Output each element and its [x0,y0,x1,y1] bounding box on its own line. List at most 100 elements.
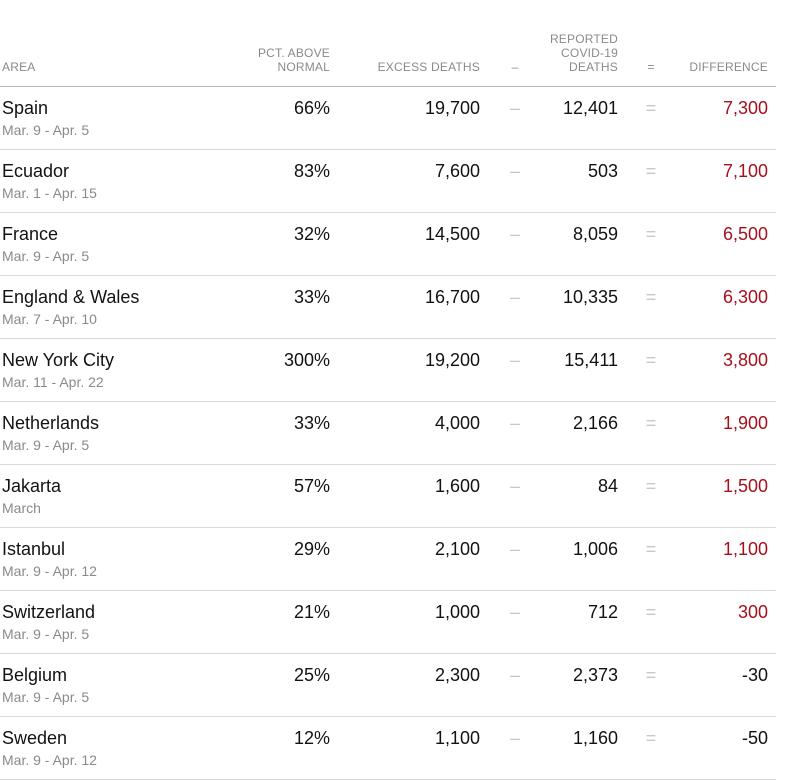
area-name: Jakarta [2,476,62,496]
table-row: Switzerland Mar. 9 - Apr. 5 21% 1,000 – 712 = 3… [0,591,776,654]
header-pct-line2: NORMAL [277,60,330,74]
reported-deaths-value: 503 [587,161,618,181]
area-name: Ecuador [2,161,70,181]
minus-symbol: – [509,476,520,496]
table-row: Netherlands Mar. 9 - Apr. 5 33% 4,000 – 2,166… [0,402,776,465]
difference-value: 1,100 [722,539,768,559]
minus-symbol: – [509,98,520,118]
pct-above-normal-value: 57% [293,476,330,496]
area-name: New York City [2,350,115,370]
excess-deaths-value: 2,300 [434,665,480,685]
pct-above-normal-value: 33% [293,287,330,307]
equals-symbol: = [645,413,657,433]
equals-symbol: = [645,539,657,559]
minus-symbol: – [509,602,520,622]
reported-deaths-value: 712 [587,602,618,622]
pct-above-normal-value: 29% [293,539,330,559]
equals-symbol: = [645,98,657,118]
header-pct-line1: PCT. ABOVE [257,46,330,60]
excess-deaths-value: 1,100 [434,728,480,748]
header-minus-symbol: – [511,60,519,74]
header-area: AREA [2,60,36,74]
pct-above-normal-value: 66% [293,98,330,118]
header-reported-line2: COVID-19 [561,46,618,60]
excess-deaths-value: 4,000 [434,413,480,433]
date-range: Mar. 1 - Apr. 15 [2,185,97,201]
date-range: Mar. 11 - Apr. 22 [2,374,104,390]
table-body: Spain Mar. 9 - Apr. 5 66% 19,700 – 12,401 = 7,3… [0,87,776,780]
area-name: Spain [2,98,49,118]
equals-symbol: = [645,476,657,496]
difference-value: 3,800 [722,350,768,370]
reported-deaths-value: 1,006 [572,539,618,559]
excess-deaths-value: 19,200 [424,350,480,370]
table-row: Istanbul Mar. 9 - Apr. 12 29% 2,100 – 1,006 = 1… [0,528,776,591]
minus-symbol: – [509,539,520,559]
pct-above-normal-value: 21% [293,602,330,622]
table-header: AREA PCT. ABOVE NORMAL EXCESS DEATHS – R… [0,0,776,87]
minus-symbol: – [509,665,520,685]
equals-symbol: = [645,287,657,307]
excess-deaths-value: 16,700 [424,287,480,307]
date-range: Mar. 9 - Apr. 12 [2,752,97,768]
header-excess-deaths: EXCESS DEATHS [377,60,480,74]
equals-symbol: = [645,602,657,622]
difference-value: 7,300 [722,98,768,118]
pct-above-normal-value: 33% [293,413,330,433]
date-range: Mar. 9 - Apr. 12 [2,563,97,579]
excess-deaths-value: 1,600 [434,476,480,496]
minus-symbol: – [509,728,520,748]
table-row: Ecuador Mar. 1 - Apr. 15 83% 7,600 – 503 = 7,10… [0,150,776,213]
date-range: Mar. 9 - Apr. 5 [2,248,90,264]
difference-value: 6,300 [722,287,768,307]
pct-above-normal-value: 12% [293,728,330,748]
header-reported-deaths: REPORTED COVID-19 DEATHS [518,32,618,74]
table-row: France Mar. 9 - Apr. 5 32% 14,500 – 8,059 = 6,5… [0,213,776,276]
minus-symbol: – [509,161,520,181]
area-name: Istanbul [2,539,66,559]
pct-above-normal-value: 83% [293,161,330,181]
reported-deaths-value: 1,160 [572,728,618,748]
difference-value: 6,500 [722,224,768,244]
header-difference: DIFFERENCE [689,60,768,74]
date-range: Mar. 9 - Apr. 5 [2,122,90,138]
table-row: Jakarta March 57% 1,600 – 84 = 1,500 [0,465,776,528]
equals-symbol: = [645,161,657,181]
minus-symbol: – [509,350,520,370]
reported-deaths-value: 2,373 [572,665,618,685]
reported-deaths-value: 84 [597,476,618,496]
reported-deaths-value: 12,401 [562,98,618,118]
area-name: France [2,224,59,244]
area-name: Switzerland [2,602,96,622]
difference-value: -30 [741,665,768,685]
table-row: England & Wales Mar. 7 - Apr. 10 33% 16,700… [0,276,776,339]
header-equals-symbol: = [647,60,655,74]
area-name: Belgium [2,665,68,685]
minus-symbol: – [509,224,520,244]
equals-symbol: = [645,350,657,370]
area-name: Netherlands [2,413,100,433]
pct-above-normal-value: 300% [283,350,330,370]
header-reported-line3: DEATHS [569,60,618,74]
equals-symbol: = [645,665,657,685]
difference-value: -50 [741,728,768,748]
header-pct-above-normal: PCT. ABOVE NORMAL [220,46,330,74]
reported-deaths-value: 15,411 [564,350,618,370]
excess-deaths-value: 19,700 [424,98,480,118]
difference-value: 7,100 [722,161,768,181]
area-name: Sweden [2,728,68,748]
header-reported-line1: REPORTED [549,32,618,46]
table-row: Belgium Mar. 9 - Apr. 5 25% 2,300 – 2,373 = -30 [0,654,776,717]
difference-value: 1,500 [722,476,768,496]
difference-value: 300 [737,602,768,622]
equals-symbol: = [645,224,657,244]
excess-deaths-value: 2,100 [434,539,480,559]
table-row: Spain Mar. 9 - Apr. 5 66% 19,700 – 12,401 = 7,3… [0,87,776,150]
minus-symbol: – [509,287,520,307]
reported-deaths-value: 8,059 [572,224,618,244]
area-name: England & Wales [2,287,140,307]
minus-symbol: – [509,413,520,433]
difference-value: 1,900 [722,413,768,433]
date-range: March [2,500,41,516]
reported-deaths-value: 10,335 [562,287,618,307]
